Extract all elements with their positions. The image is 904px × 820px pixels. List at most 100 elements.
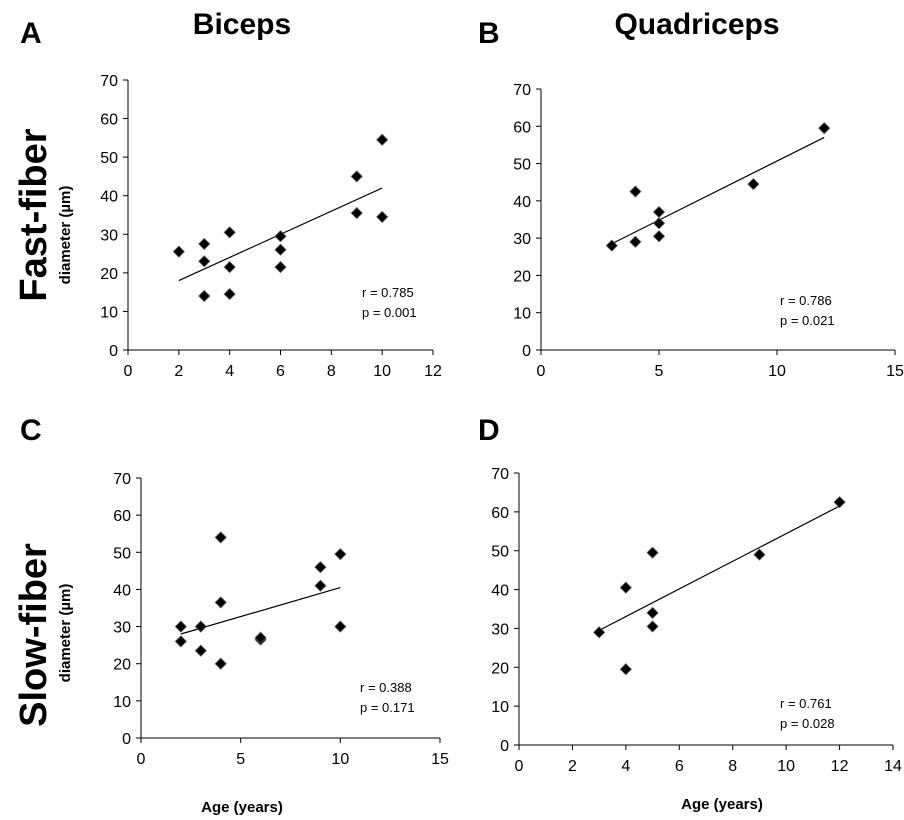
panel-letter: C xyxy=(20,414,42,447)
y-tick-label: 60 xyxy=(491,505,509,522)
y-axis-label-bottom: diameter (µm) xyxy=(57,584,74,683)
panel-a: A 0 10 20 30 40 50 60 70 0 2 4 6 8 10 12 r = 0.785 p = 0.… xyxy=(20,17,442,380)
x-tick-label: 15 xyxy=(431,751,449,768)
data-point xyxy=(198,255,211,268)
data-point xyxy=(254,631,267,644)
data-point xyxy=(753,548,766,561)
p-value: p = 0.001 xyxy=(362,305,417,320)
data-point xyxy=(646,606,659,619)
y-tick-label: 10 xyxy=(100,304,118,321)
y-tick-label: 50 xyxy=(513,157,531,174)
data-point xyxy=(652,230,666,243)
y-tick-label: 10 xyxy=(113,694,131,711)
row-title-fast-fiber: Fast-fiber xyxy=(13,128,55,301)
y-tick-label: 30 xyxy=(491,621,509,638)
y-tick-label: 30 xyxy=(100,227,118,244)
data-point xyxy=(652,217,666,230)
data-point xyxy=(314,579,327,592)
data-point xyxy=(646,620,659,633)
p-value: p = 0.028 xyxy=(780,716,835,731)
x-tick-label: 2 xyxy=(568,758,577,775)
column-title-biceps: Biceps xyxy=(193,8,291,41)
x-tick-label: 6 xyxy=(276,363,285,380)
trend-line xyxy=(598,505,840,631)
data-point xyxy=(747,178,760,191)
y-tick-label: 20 xyxy=(513,268,531,285)
y-tick-label: 70 xyxy=(113,471,131,488)
x-tick-label: 0 xyxy=(124,363,133,380)
p-value: p = 0.171 xyxy=(360,700,415,715)
y-tick-label: 20 xyxy=(100,266,118,283)
data-point xyxy=(194,620,207,633)
data-point xyxy=(214,531,227,544)
data-point xyxy=(334,620,347,633)
x-tick-label: 6 xyxy=(675,758,684,775)
y-tick-label: 10 xyxy=(491,699,509,716)
y-axis-label-top: diameter (µm) xyxy=(57,186,74,285)
data-point xyxy=(334,548,347,561)
x-tick-label: 0 xyxy=(515,758,524,775)
panel-b: B 0 10 20 30 40 50 60 70 0 5 10 15 r = 0.786 p = 0.021 xyxy=(478,17,904,380)
y-tick-label: 50 xyxy=(100,150,118,167)
x-tick-label: 5 xyxy=(236,751,245,768)
data-point xyxy=(818,122,831,135)
x-tick-label: 15 xyxy=(886,363,904,380)
data-point xyxy=(214,596,227,609)
y-tick-label: 40 xyxy=(113,582,131,599)
y-tick-label: 60 xyxy=(513,119,531,136)
data-point xyxy=(350,207,363,220)
x-tick-label: 4 xyxy=(225,363,234,380)
r-value: r = 0.761 xyxy=(780,696,832,711)
x-tick-label: 10 xyxy=(373,363,391,380)
data-point xyxy=(198,289,211,303)
y-tick-label: 40 xyxy=(100,189,118,206)
data-point xyxy=(593,626,606,639)
data-point xyxy=(172,245,185,258)
data-point xyxy=(274,243,287,256)
y-tick-label: 60 xyxy=(113,508,131,525)
x-tick-label: 12 xyxy=(424,363,442,380)
data-point xyxy=(652,205,666,219)
data-point xyxy=(198,237,211,250)
x-axis-label-d: Age (years) xyxy=(681,796,763,813)
data-point xyxy=(619,663,632,676)
x-axis-label-c: Age (years) xyxy=(201,799,283,816)
data-point xyxy=(174,635,187,648)
x-tick-label: 10 xyxy=(331,751,349,768)
x-tick-label: 0 xyxy=(537,363,546,380)
data-point xyxy=(274,261,287,274)
x-tick-label: 5 xyxy=(655,363,664,380)
data-point xyxy=(314,561,327,574)
x-tick-label: 10 xyxy=(777,758,795,775)
data-point xyxy=(214,657,227,670)
y-tick-label: 40 xyxy=(513,194,531,211)
y-tick-label: 0 xyxy=(522,343,531,360)
data-point xyxy=(646,546,659,559)
data-point xyxy=(833,496,846,509)
x-tick-label: 2 xyxy=(174,363,183,380)
panel-letter: B xyxy=(478,17,500,50)
panel-c: C 0 10 20 30 40 50 60 70 0 5 10 15 r = 0.388 p = 0.171 xyxy=(20,414,449,768)
trend-line xyxy=(611,136,825,245)
x-tick-label: 0 xyxy=(137,751,146,768)
data-point xyxy=(223,288,236,301)
y-tick-label: 50 xyxy=(113,545,131,562)
column-title-quadriceps: Quadriceps xyxy=(614,8,779,41)
r-value: r = 0.785 xyxy=(362,285,414,300)
y-tick-label: 30 xyxy=(113,620,131,637)
data-point xyxy=(194,644,207,657)
x-tick-label: 14 xyxy=(884,758,902,775)
y-tick-label: 0 xyxy=(109,343,118,360)
trend-line xyxy=(180,586,341,635)
x-tick-label: 8 xyxy=(728,758,737,775)
y-tick-label: 30 xyxy=(513,231,531,248)
y-tick-label: 70 xyxy=(513,82,531,99)
x-tick-label: 10 xyxy=(768,363,786,380)
y-tick-label: 40 xyxy=(491,583,509,600)
data-point xyxy=(274,230,287,243)
p-value: p = 0.021 xyxy=(780,313,835,328)
panel-d: D 0 10 20 30 40 50 60 70 0 2 4 6 8 10 12 14 r = 0.761 p = … xyxy=(478,414,902,775)
x-tick-label: 8 xyxy=(327,363,336,380)
y-tick-label: 0 xyxy=(500,738,509,755)
